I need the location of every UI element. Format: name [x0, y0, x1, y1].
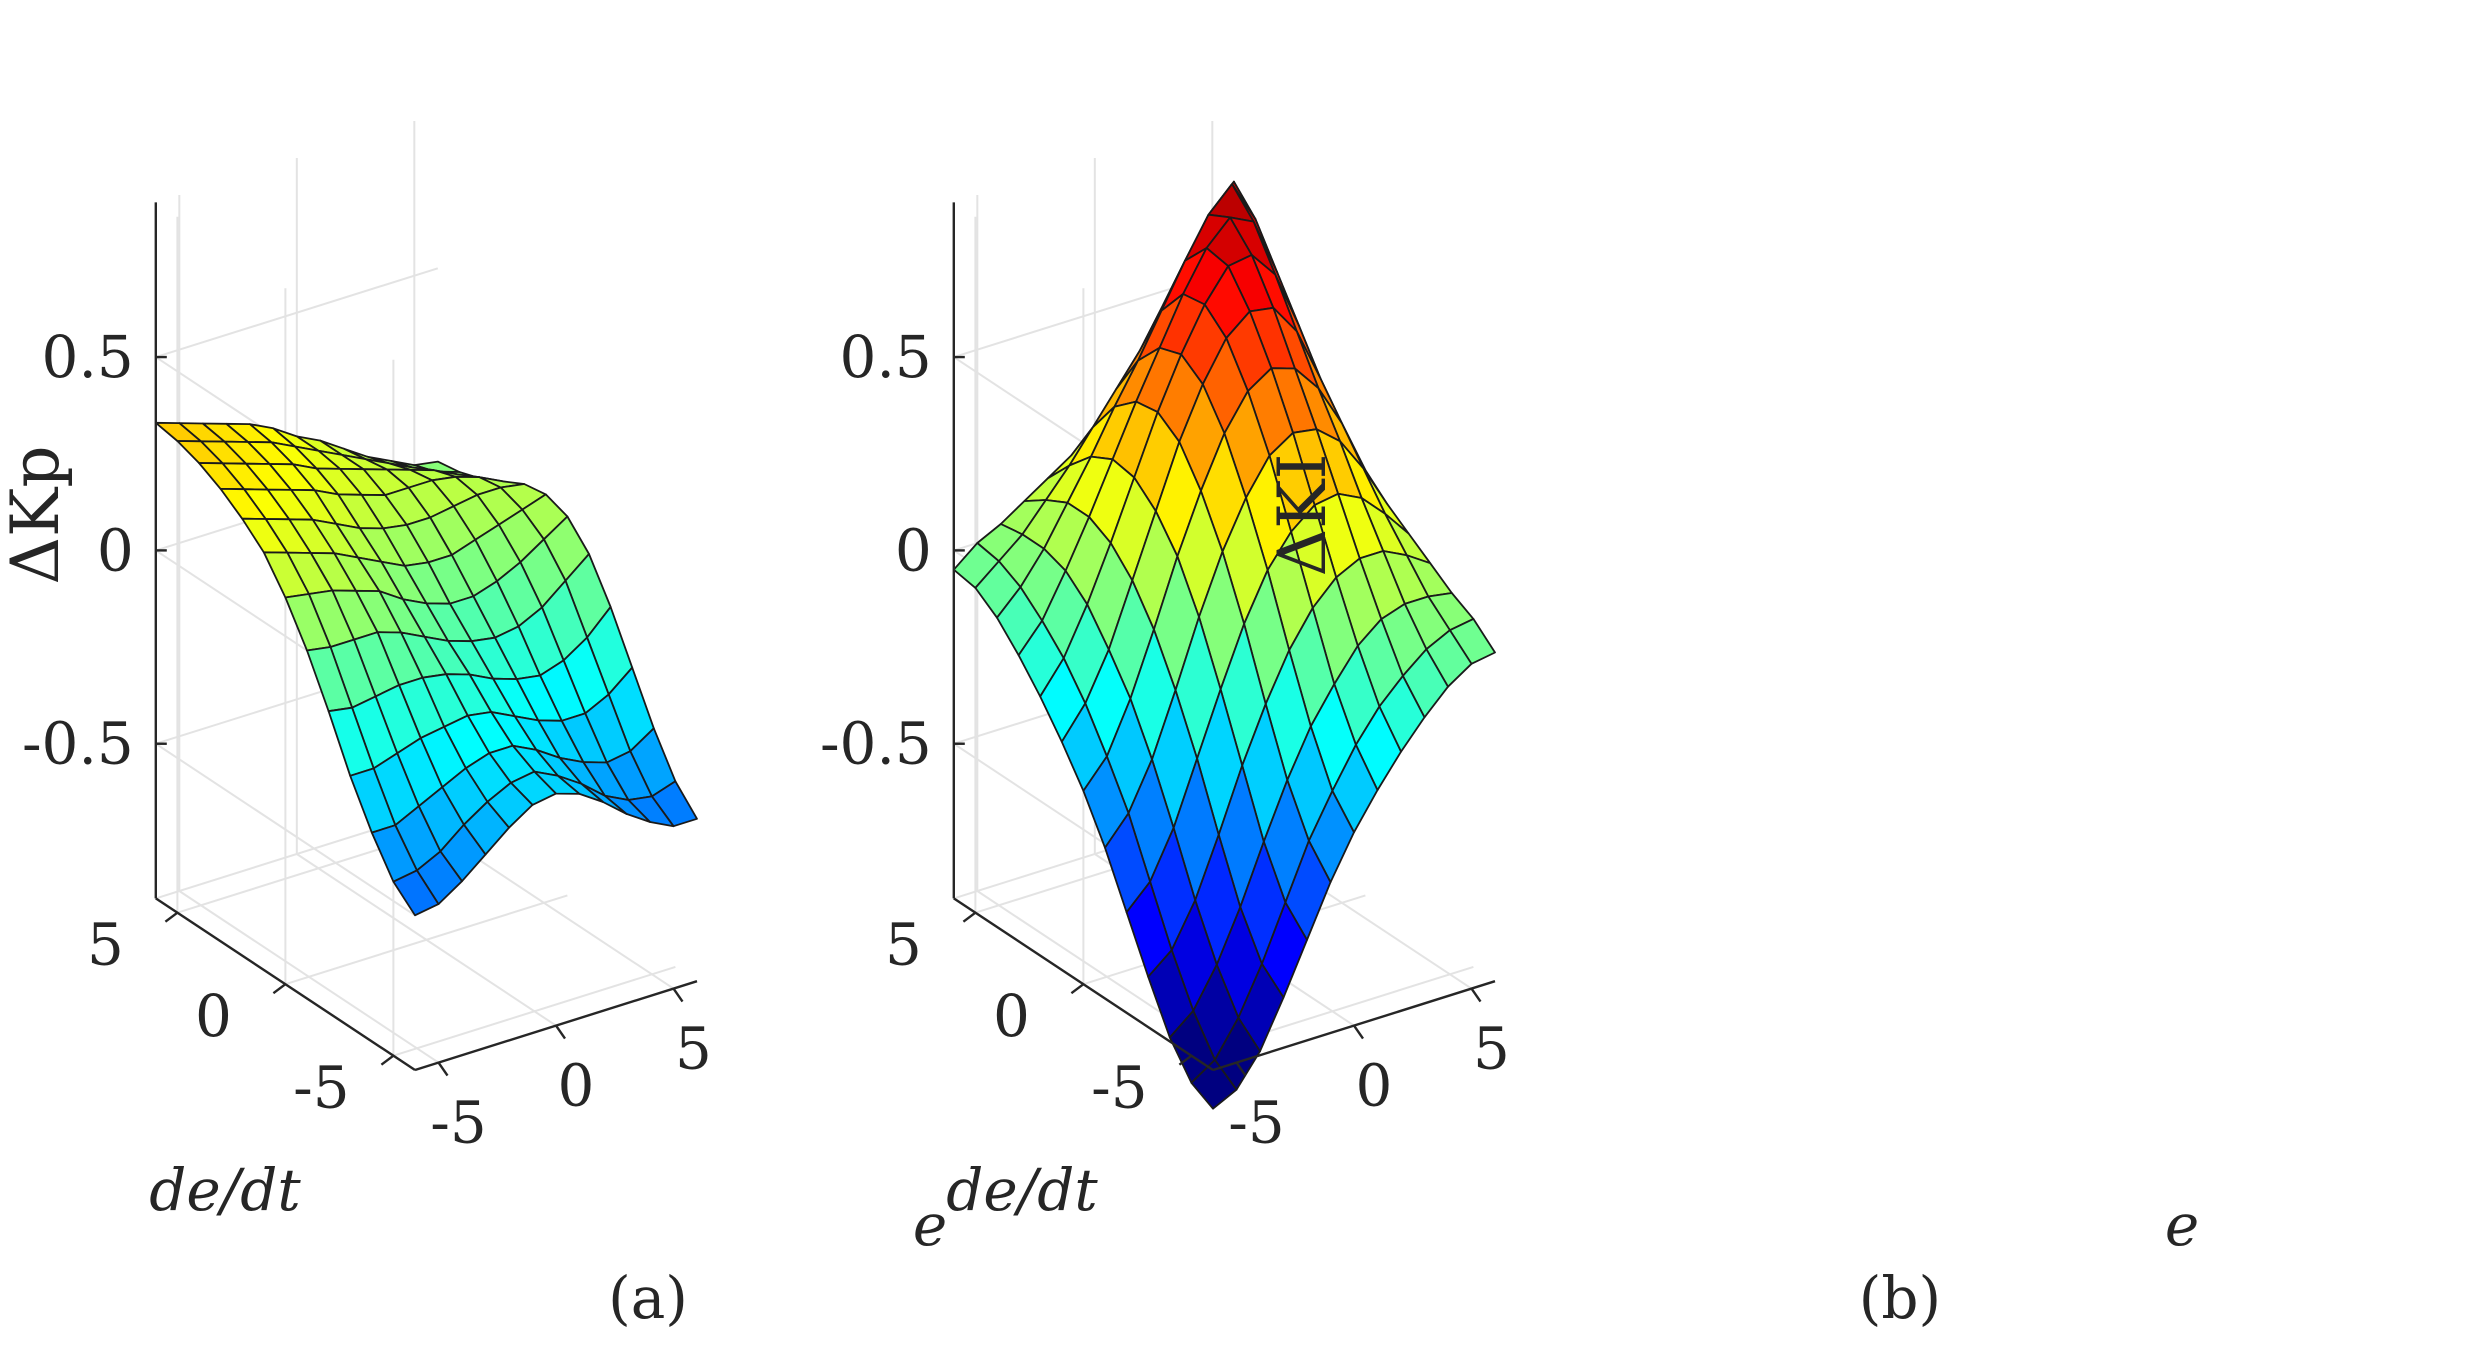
- panel-caption: (b): [1859, 1264, 1941, 1332]
- surface-mesh: [154, 421, 698, 917]
- x-tick-label: -5: [430, 1089, 487, 1157]
- y-tick-mark: [1178, 1054, 1193, 1066]
- x-axis-label: e: [2165, 1191, 2199, 1259]
- y-gridline: [285, 894, 568, 986]
- z-tick-label: -0.5: [820, 710, 932, 778]
- y-tick-mark: [380, 1054, 395, 1066]
- z-axis-label: ΔKI: [1264, 453, 1341, 576]
- y-axis-label: de/dt: [149, 1156, 301, 1224]
- z-tick-label: 0: [895, 516, 932, 584]
- x-tick-label: 0: [558, 1052, 595, 1120]
- y-tick-label: 0: [195, 982, 232, 1050]
- y-tick-label: -5: [1091, 1054, 1148, 1122]
- y-tick-label: 0: [993, 982, 1030, 1050]
- x-tick-mark: [437, 1061, 449, 1077]
- z-tick-label: 0: [97, 516, 134, 584]
- y-tick-mark: [272, 983, 287, 995]
- y-tick-label: -5: [293, 1054, 350, 1122]
- surface-plot-delta-ki: 0.5 0 -0.5 -5 0 5 -5 0 5 ΔKI de/dt e (b): [820, 121, 2199, 1332]
- x-tick-mark: [1470, 987, 1482, 1003]
- z-tick-label: -0.5: [22, 710, 134, 778]
- x-tick-label: 5: [675, 1015, 712, 1083]
- axis-lines: [154, 202, 698, 1077]
- surface-cell: [1190, 1059, 1238, 1110]
- x-tick-mark: [1235, 1061, 1247, 1077]
- y-tick-mark: [164, 911, 179, 923]
- z-axis-label: ΔKp: [0, 445, 74, 584]
- y-axis-label: de/dt: [946, 1156, 1098, 1224]
- x-tick-label: -5: [1228, 1089, 1285, 1157]
- z-tick-label: 0.5: [42, 323, 134, 391]
- tick-labels: 0.5 0 -0.5 -5 0 5 -5 0 5: [820, 323, 1510, 1157]
- panel-caption: (a): [608, 1264, 688, 1332]
- axis-lines: [952, 202, 1496, 1077]
- x-tick-label: 0: [1356, 1052, 1393, 1120]
- y-gridline: [393, 965, 676, 1057]
- x-tick-mark: [555, 1024, 566, 1040]
- y-tick-label: 5: [885, 911, 922, 979]
- x-tick-mark: [1353, 1024, 1364, 1040]
- surface-plot-delta-kp: 0.5 0 -0.5 -5 0 5 -5 0 5 ΔKp de/dt e (a): [0, 121, 947, 1332]
- y-tick-mark: [1070, 983, 1085, 995]
- y-tick-label: 5: [87, 911, 124, 979]
- surface-mesh: [952, 180, 1496, 1110]
- x-axis-label: e: [913, 1191, 947, 1259]
- x-tick-mark: [672, 987, 684, 1003]
- tick-labels: 0.5 0 -0.5 -5 0 5 -5 0 5: [22, 323, 712, 1157]
- z-tick-label: 0.5: [840, 323, 932, 391]
- x-tick-label: 5: [1473, 1015, 1510, 1083]
- surface-cell: [392, 869, 440, 917]
- y-tick-mark: [962, 911, 977, 923]
